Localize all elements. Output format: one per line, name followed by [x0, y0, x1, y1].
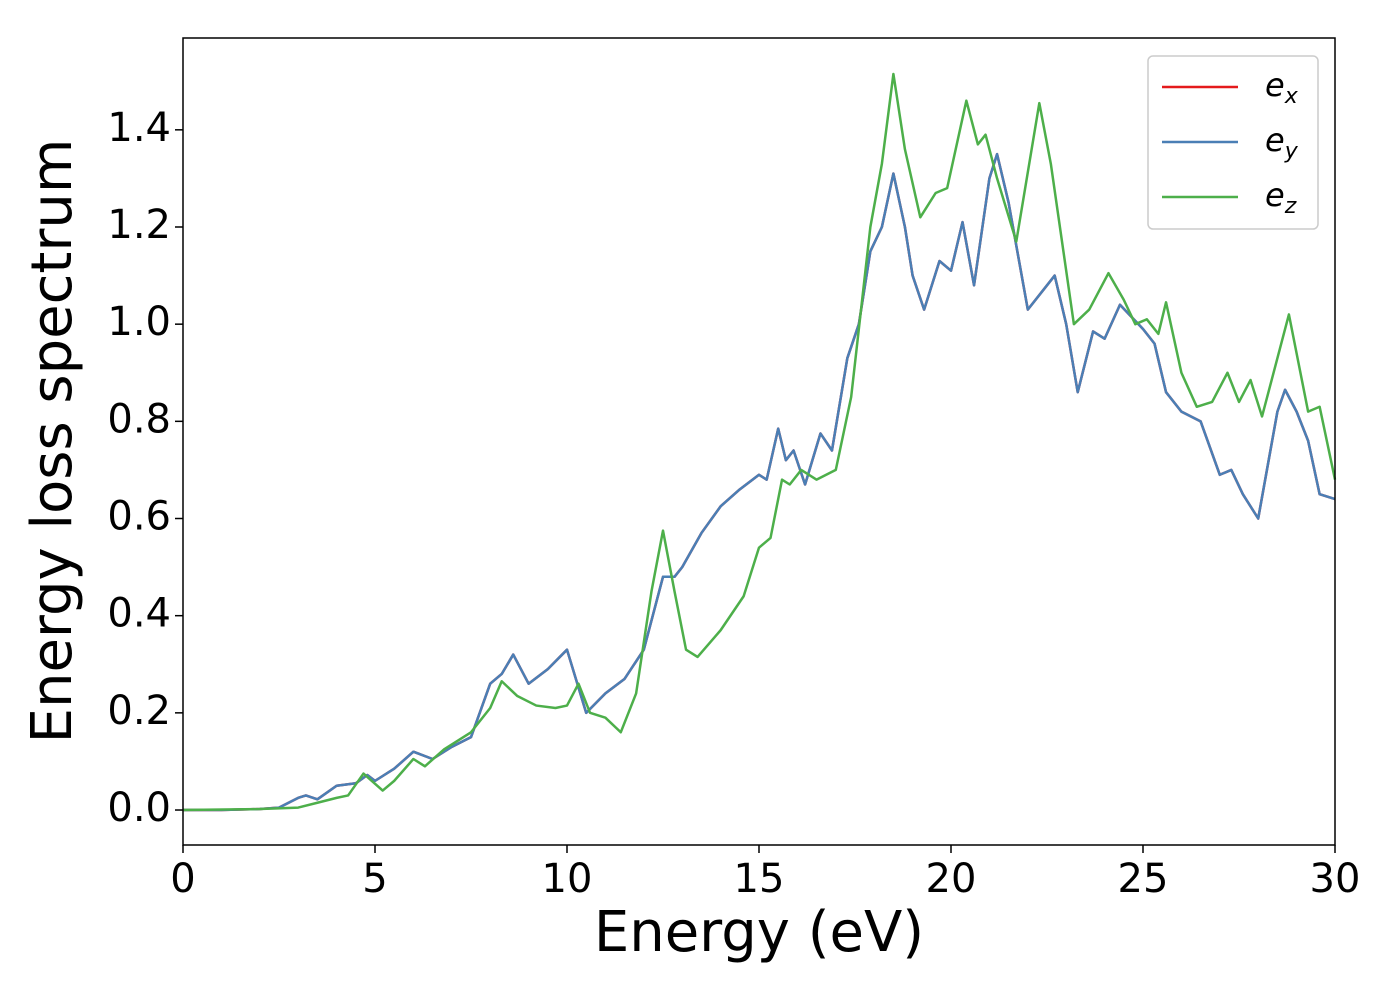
- y-tick-label: 0.2: [107, 688, 171, 734]
- series-line: [183, 152, 1336, 812]
- legend-base: e: [1265, 121, 1285, 159]
- x-tick-label: 20: [926, 856, 977, 902]
- legend-subscript: y: [1284, 139, 1299, 164]
- legend-label: ey: [1265, 121, 1299, 164]
- x-tick-label: 15: [734, 856, 785, 902]
- legend-subscript: x: [1284, 84, 1299, 109]
- y-tick-label: 0.4: [107, 591, 171, 637]
- y-axis-label: Energy loss spectrum: [20, 139, 85, 744]
- y-tick-label: 0.0: [107, 785, 171, 831]
- x-tick-label: 25: [1118, 856, 1169, 902]
- x-tick-label: 5: [362, 856, 387, 902]
- legend-base: e: [1265, 176, 1285, 214]
- plot-frame: [182, 37, 1336, 846]
- y-tick-label: 0.8: [107, 396, 171, 442]
- x-axis-label: Energy (eV): [594, 900, 924, 965]
- legend-label: ex: [1265, 66, 1299, 109]
- x-tick-label: 30: [1310, 856, 1361, 902]
- y-tick-label: 1.0: [107, 299, 171, 345]
- y-tick-label: 0.6: [107, 494, 171, 540]
- series-line: [183, 152, 1336, 812]
- legend-base: e: [1265, 66, 1285, 104]
- x-tick-label: 0: [170, 856, 195, 902]
- legend-subscript: z: [1284, 194, 1297, 219]
- x-tick-label: 10: [542, 856, 593, 902]
- y-tick-label: 1.4: [107, 105, 171, 151]
- legend-label: ez: [1265, 176, 1297, 219]
- series-line: [182, 72, 1337, 812]
- y-tick-label: 1.2: [107, 202, 171, 248]
